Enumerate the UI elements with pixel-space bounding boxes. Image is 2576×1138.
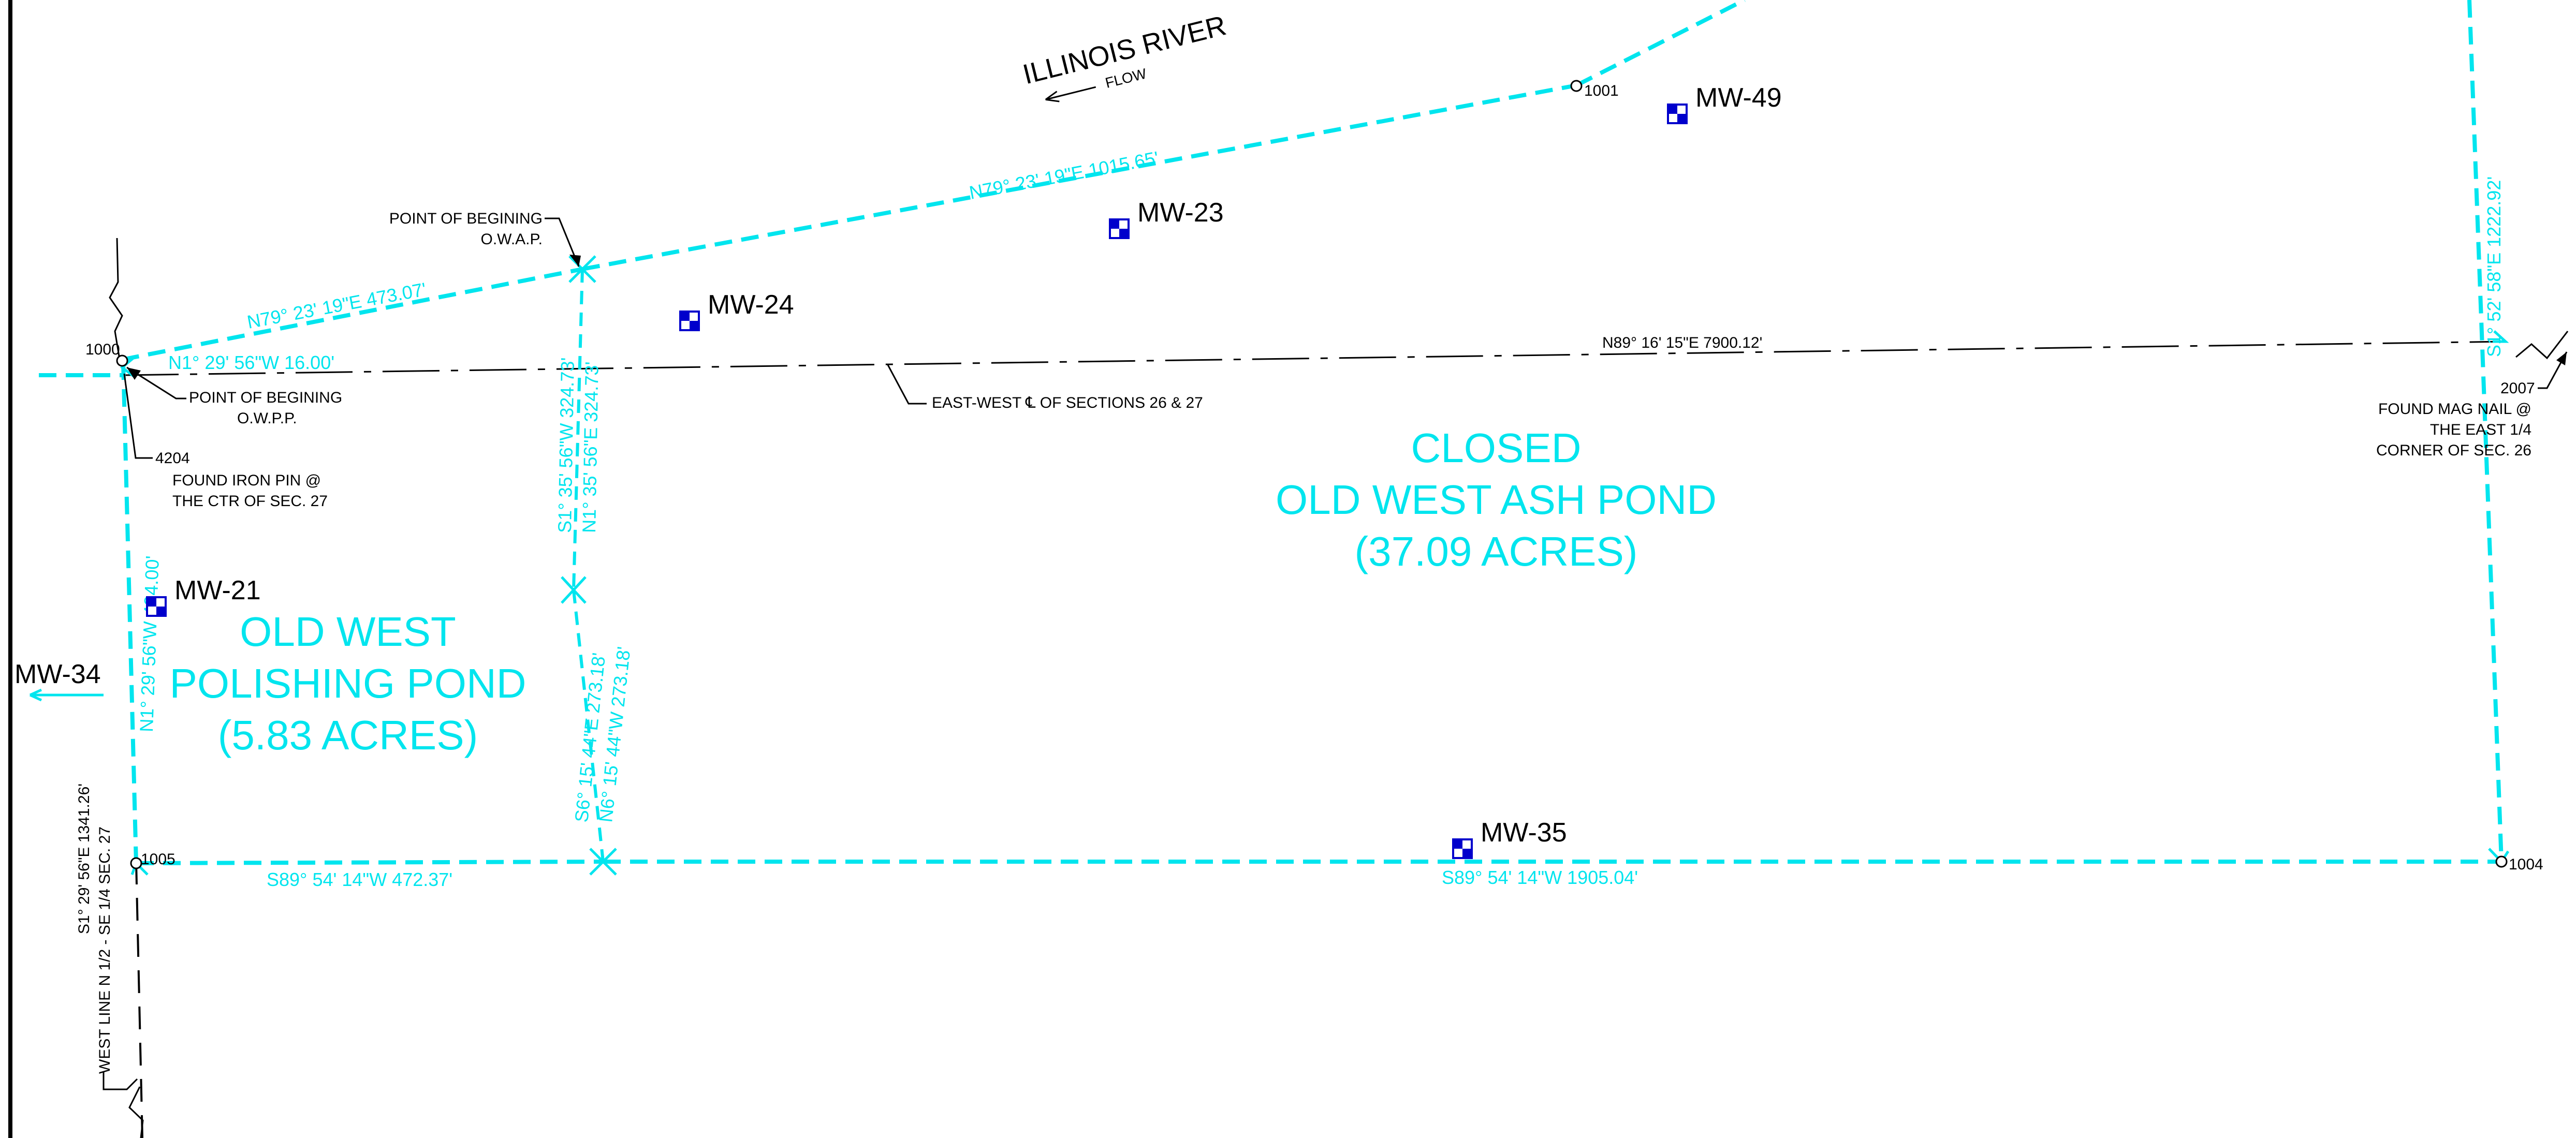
ash-pond-line1: CLOSED xyxy=(1411,425,1582,471)
monitoring-well-icon xyxy=(1667,104,1688,124)
mag-nail-arrow-icon xyxy=(2556,352,2567,365)
pond-divider-upper xyxy=(572,269,584,590)
iron-pin-line2: THE CTR OF SEC. 27 xyxy=(172,493,328,510)
iron-pin-line1: FOUND IRON PIN @ xyxy=(172,472,321,489)
survey-point-1000 xyxy=(116,354,128,367)
break-line-east xyxy=(2515,331,2569,360)
boundary-north-upper xyxy=(582,83,1577,271)
section-centerline-leader xyxy=(887,364,927,405)
point-label-2007: 2007 xyxy=(2500,380,2535,397)
monitoring-well-mw-21[interactable]: MW-21 xyxy=(146,575,261,617)
boundary-north-lower xyxy=(121,267,583,362)
monitoring-well-icon xyxy=(1452,838,1473,859)
survey-point-1001 xyxy=(1570,80,1583,92)
bearing-south-east: S89° 54' 14"W 1905.04' xyxy=(1442,867,1638,888)
monitoring-well-icon xyxy=(146,596,167,617)
bearing-divider-upper-b: N1° 35' 56"E 324.73' xyxy=(578,361,603,533)
pob-owpp-leader xyxy=(126,366,186,400)
pob-owap-line2: O.W.A.P. xyxy=(481,231,543,248)
bearing-section-line: N89° 16' 15"E 7900.12' xyxy=(1602,334,1762,351)
west-line xyxy=(135,861,143,1138)
monitoring-well-icon xyxy=(679,311,700,331)
point-label-4204: 4204 xyxy=(155,450,190,467)
pob-owap-leader xyxy=(545,217,580,267)
bearing-short-west: N1° 29' 56"W 16.00' xyxy=(168,352,334,373)
survey-point-1004 xyxy=(2495,855,2508,868)
well-label: MW-24 xyxy=(708,290,794,320)
ash-pond-label: CLOSED OLD WEST ASH POND (37.09 ACRES) xyxy=(1276,425,1717,574)
pob-owpp-arrow-icon xyxy=(127,367,141,380)
river-label-group: ILLINOIS RIVER FLOW xyxy=(1020,10,1229,102)
section-centerline xyxy=(121,341,2506,376)
boundary-north-to-river xyxy=(1575,0,1746,87)
section-centerline-note: EAST-WEST ℄ OF SECTIONS 26 & 27 xyxy=(932,394,1203,411)
west-line-note: WEST LINE N 1/2 - SE 1/4 SEC. 27 xyxy=(96,826,113,1074)
well-label: MW-23 xyxy=(1137,198,1224,228)
pob-owap-line1: POINT OF BEGINING xyxy=(389,210,543,227)
monitoring-well-mw-49[interactable]: MW-49 xyxy=(1667,83,1782,124)
pob-owpp-line2: O.W.P.P. xyxy=(237,410,297,427)
survey-point-1005 xyxy=(130,857,142,869)
monitoring-well-icon xyxy=(1109,218,1130,239)
pob-owap-arrow-icon xyxy=(569,255,581,267)
pob-owpp-line1: POINT OF BEGINING xyxy=(189,389,342,406)
break-line-south xyxy=(128,1086,144,1138)
polishing-pond-label: OLD WEST POLISHING POND (5.83 ACRES) xyxy=(169,609,526,758)
well-label: MW-21 xyxy=(174,575,261,605)
monitoring-well-mw-23[interactable]: MW-23 xyxy=(1109,198,1224,239)
well-label: MW-35 xyxy=(1481,818,1567,848)
polishing-pond-line2: POLISHING POND xyxy=(169,660,526,706)
bearing-divider-upper-a: S1° 35' 56"W 324.73' xyxy=(554,357,578,533)
bearing-south-west: S89° 54' 14"W 472.37' xyxy=(267,869,452,890)
ash-pond-line3: (37.09 ACRES) xyxy=(1355,528,1638,574)
flow-arrow-icon xyxy=(1045,86,1096,102)
mag-nail-leader xyxy=(2538,351,2568,389)
offsite-direction-arrow-icon xyxy=(29,688,104,702)
west-line-note-leader xyxy=(103,1071,138,1090)
point-label-1000: 1000 xyxy=(85,341,120,358)
iron-pin-leader xyxy=(123,373,153,459)
well-label: MW-49 xyxy=(1695,83,1782,113)
mag-nail-line2: THE EAST 1/4 xyxy=(2430,421,2531,438)
point-label-1005: 1005 xyxy=(141,851,175,868)
mag-nail-line3: CORNER OF SEC. 26 xyxy=(2376,442,2531,459)
break-line-west xyxy=(109,238,123,363)
bearing-west-line: S1° 29' 56"E 1341.26' xyxy=(76,784,93,934)
dimension-arrows xyxy=(120,255,2510,876)
bearing-west-side: N1° 29' 56"W 494.00' xyxy=(136,555,163,732)
bearing-north-upper: N79° 23' 19"E 1015.65' xyxy=(968,147,1160,203)
monitoring-well-mw-35[interactable]: MW-35 xyxy=(1452,818,1567,859)
point-label-1004: 1004 xyxy=(2509,856,2543,873)
pond-divider-lower xyxy=(572,589,605,862)
boundary-east xyxy=(2467,0,2504,862)
boundary-west xyxy=(121,362,138,864)
boundary-south-west xyxy=(136,860,604,865)
well-label: MW-34 xyxy=(14,659,101,689)
monitoring-well-mw-34[interactable]: MW-34 xyxy=(14,659,104,702)
monitoring-well-mw-24[interactable]: MW-24 xyxy=(679,290,794,331)
point-label-1001: 1001 xyxy=(1584,82,1619,99)
ash-pond-line2: OLD WEST ASH POND xyxy=(1276,477,1717,523)
polishing-pond-line1: OLD WEST xyxy=(240,609,456,655)
mag-nail-line1: FOUND MAG NAIL @ xyxy=(2378,401,2531,418)
polishing-pond-line3: (5.83 ACRES) xyxy=(218,712,478,758)
bearing-east-side: S1° 52' 58"E 1222.92' xyxy=(2483,176,2505,357)
